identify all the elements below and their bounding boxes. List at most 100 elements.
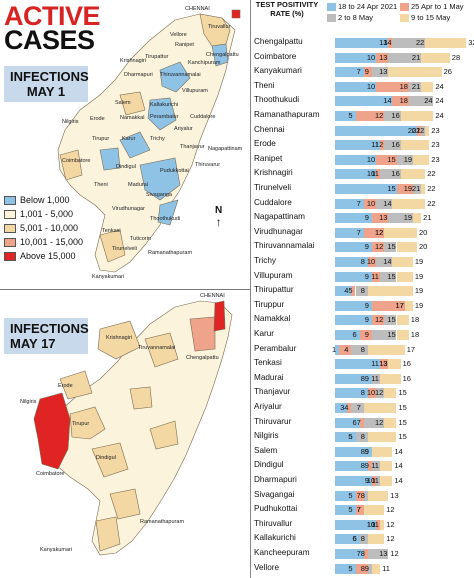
bar-end-value-label: 15 [398, 432, 407, 442]
bar-end-value-label: 12 [386, 519, 395, 529]
bar-end-value-label: 18 [410, 315, 420, 325]
district-label: Thiruvallur [254, 518, 293, 528]
map2-label-line-2: MAY 17 [10, 336, 56, 351]
bar-end-value-label: 21 [423, 213, 432, 223]
bar-value-label: 20 [407, 125, 417, 135]
bar-segment [421, 81, 434, 92]
district-label: Kanyakumari [254, 66, 302, 76]
bar-value-label: 7 [356, 505, 361, 515]
bar-segment [392, 257, 413, 267]
bar-end-value-label: 15 [398, 388, 407, 398]
bar-segment [376, 476, 381, 486]
bar-segment [371, 67, 389, 78]
map1-place-28: Theni [94, 182, 108, 188]
bar-segment [417, 125, 422, 136]
map1-place-29: Madurai [128, 182, 148, 188]
bar-segment [371, 271, 381, 282]
bar-segment [335, 373, 372, 384]
bar-value-label: 14 [383, 96, 392, 106]
bar-value-label: 4 [344, 286, 349, 296]
page-title: ACTIVE CASES [4, 3, 101, 54]
bar-value-label: 13 [379, 549, 388, 558]
bar-segment [355, 563, 368, 574]
district-label: Thiruvannamalai [254, 241, 315, 251]
bar-segment [335, 446, 372, 457]
bar-value-label: 8 [360, 373, 365, 383]
bar-segment [335, 534, 360, 545]
map1-place-23: Nagapattinam [208, 146, 243, 152]
map1-place-31: Virudhunagar [112, 206, 145, 212]
chart-legend-item: 18 to 24 Apr 2021 [327, 2, 397, 11]
legend-swatch [4, 209, 16, 219]
map1-place-32: Ramanathapuram [148, 250, 192, 256]
bar-segment [363, 227, 385, 238]
bar-segment [392, 38, 426, 48]
map1-place-2: Chengalpattu [206, 52, 239, 58]
map1-place-37: Kanyakumari [92, 274, 124, 280]
map2-place-1: Krishnagiri [106, 335, 132, 341]
map1-place-0: CHENNAI [185, 6, 210, 12]
bar-segment [380, 140, 385, 151]
bar-segment [335, 271, 372, 282]
district-label: Tiruppur [254, 299, 285, 309]
district-label: Perambalur [254, 343, 297, 353]
bar-end-value-label: 20 [419, 227, 428, 237]
map1-place-14: Nilgiris [62, 119, 79, 125]
map1-place-18: Ariyalur [174, 126, 193, 132]
bar-end-value-label: 15 [398, 403, 407, 412]
bar-end-value-label: 19 [414, 286, 424, 296]
bar-segment [425, 125, 430, 136]
legend-label: 10,001 - 15,000 [20, 237, 84, 247]
bar-segment [371, 373, 381, 384]
district-label: Tirunelveli [254, 183, 292, 192]
bar-segment [335, 286, 352, 297]
legend-label: 5,001 - 10,000 [20, 223, 79, 233]
bar-segment [367, 490, 389, 501]
bar-segment [347, 403, 352, 413]
bar-segment [359, 330, 372, 340]
chart-legend-swatch [400, 2, 409, 11]
bar-segment [384, 315, 397, 326]
bar-end-value-label: 23 [431, 140, 440, 150]
bar-value-label: 8 [360, 490, 365, 500]
bar-end-value-label: 12 [390, 549, 399, 558]
bar-segment [335, 242, 372, 253]
map1-place-36: Tirunelveli [112, 246, 137, 252]
bar-value-label: 13 [379, 38, 388, 47]
map2-place-4: Erode [58, 383, 73, 389]
bar-end-value-label: 12 [386, 505, 395, 515]
bar-segment [335, 96, 393, 107]
bar-value-label: 8 [360, 563, 365, 573]
bar-value-label: 9 [364, 300, 369, 310]
map1-place-21: Trichy [150, 136, 165, 142]
bar-value-label: 18 [399, 96, 408, 106]
bar-value-label: 7 [356, 505, 361, 515]
bar-segment [335, 52, 376, 63]
map1-place-5: Krishnagiri [120, 58, 146, 64]
bar-value-label: 8 [360, 257, 365, 266]
legend-item: 5,001 - 10,000 [4, 221, 83, 235]
map1-place-1: Tiruvallur [208, 24, 231, 30]
bar-value-label: 13 [379, 67, 388, 77]
bar-value-label: 10 [366, 52, 376, 62]
bar-value-label: 6 [352, 330, 357, 339]
bar-end-value-label: 23 [431, 125, 440, 135]
bar-segment [380, 359, 389, 370]
bar-segment [335, 359, 381, 370]
legend-label: Above 15,000 [20, 251, 76, 261]
bar-segment [335, 388, 368, 399]
bar-segment [371, 315, 385, 326]
bar-value-label: 5 [348, 432, 353, 442]
bar-end-value-label: 26 [443, 67, 452, 77]
bar-end-value-label: 22 [427, 184, 436, 193]
district-label: Theni [254, 80, 275, 90]
bar-value-label: 11 [371, 519, 379, 529]
bar-segment [335, 505, 356, 516]
bar-value-label: 13 [379, 359, 388, 369]
bar-value-label: 8 [360, 286, 365, 296]
bar-value-label: 17 [395, 300, 404, 310]
chart-legend-swatch [400, 13, 409, 22]
bar-segment [335, 403, 348, 413]
bar-end-value-label: 24 [435, 96, 444, 106]
legend-item: Below 1,000 [4, 193, 83, 207]
